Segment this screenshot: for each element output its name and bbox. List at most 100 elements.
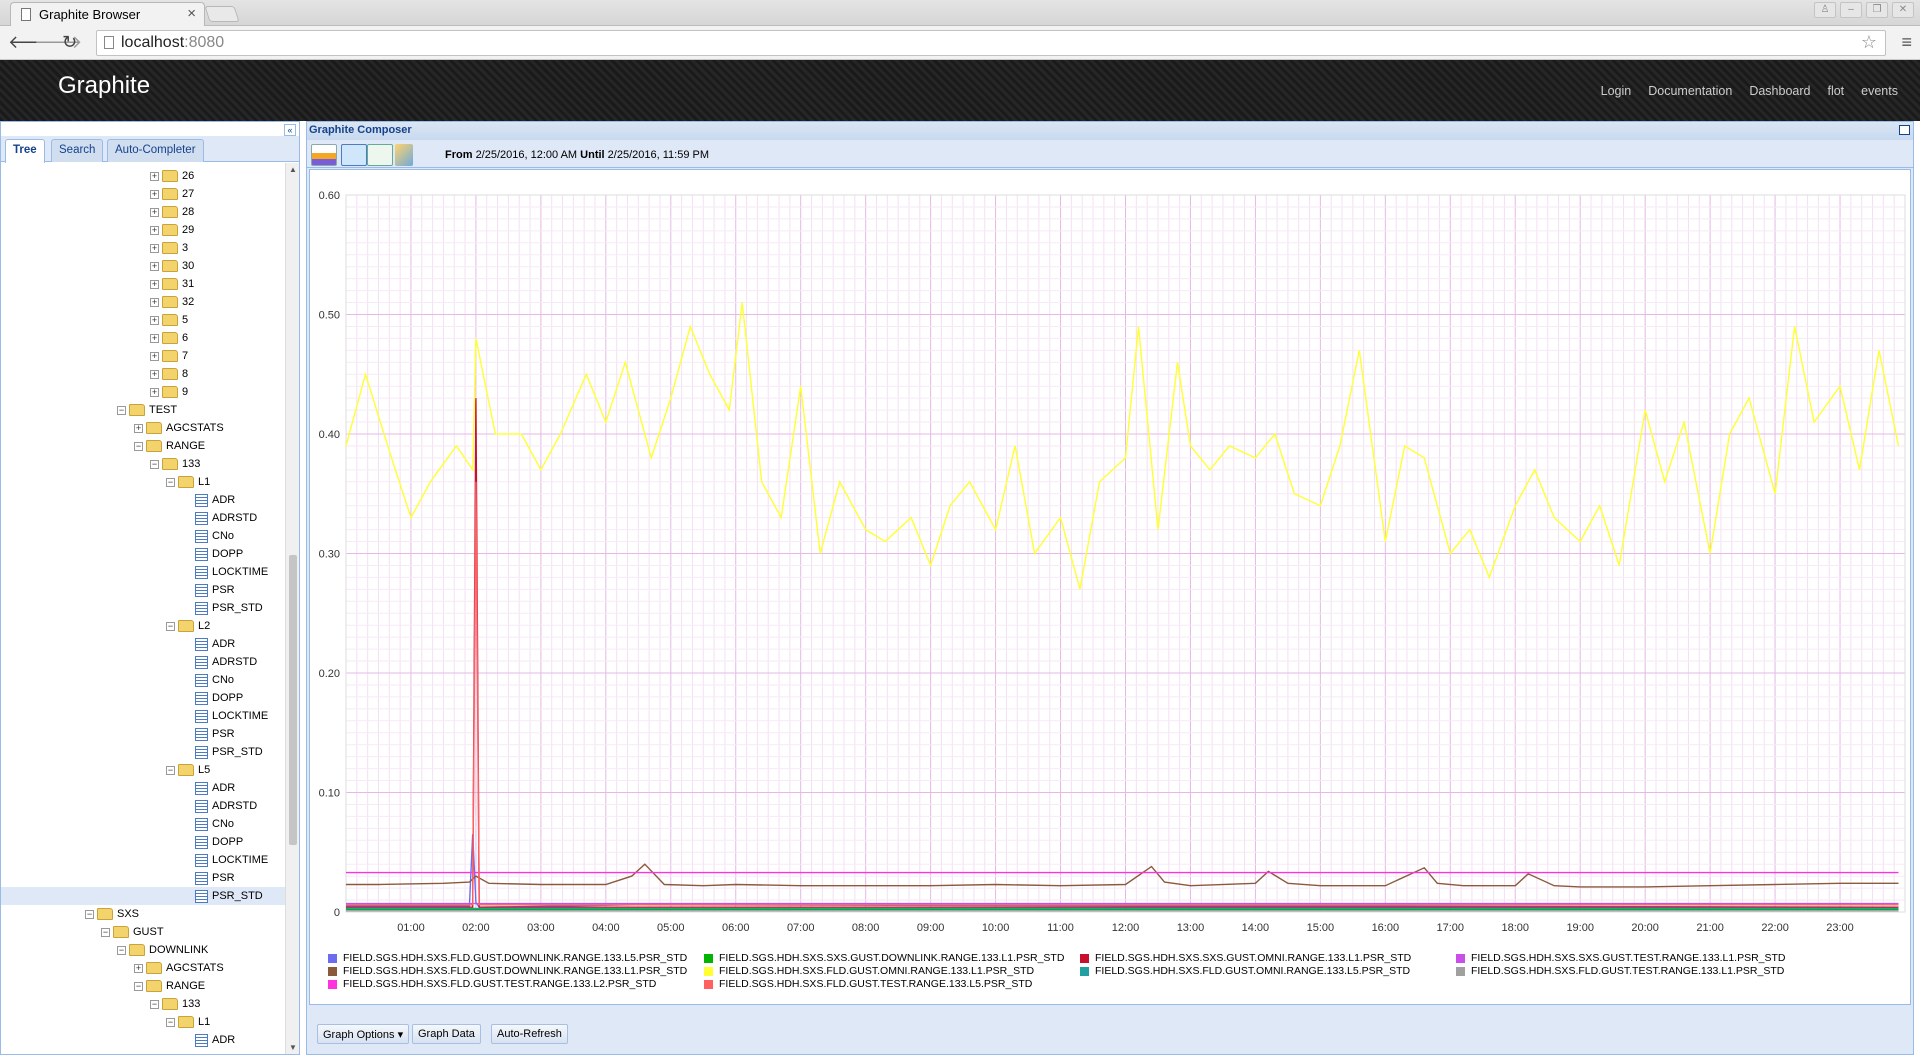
browser-toolbar: 🡐 🡒 ↻ localhost:8080 ☆ ≡ [0, 26, 1920, 60]
maximize-icon[interactable] [1899, 125, 1910, 135]
tree-node[interactable]: − SXS [85, 908, 140, 920]
tree-leaf[interactable]: LOCKTIME [195, 707, 268, 725]
back-icon[interactable]: 🡐 [8, 32, 57, 52]
reload-icon[interactable]: ↻ [62, 32, 78, 52]
graphite-header: Graphite Login Documentation Dashboard f… [0, 60, 1920, 121]
tree-leaf[interactable]: ADR [195, 635, 235, 653]
tree-node[interactable]: −133 [150, 998, 201, 1010]
legend-label: FIELD.SGS.HDH.SXS.SXS.GUST.TEST.RANGE.13… [1471, 952, 1786, 964]
nav-documentation[interactable]: Documentation [1648, 84, 1733, 98]
tree-leaf[interactable]: DOPP [195, 689, 243, 707]
tree-node[interactable]: +29 [150, 224, 195, 236]
tree-node[interactable]: +27 [150, 188, 195, 200]
scroll-up-icon[interactable]: ▲ [289, 165, 297, 174]
tree-leaf[interactable]: LOCKTIME [195, 563, 268, 581]
graph-image[interactable]: 0 0.10 0.20 0.30 0.40 0.50 0.60 01:00 02:00 03:00… [309, 169, 1911, 1005]
tree-node[interactable]: +3 [150, 242, 189, 254]
user-icon[interactable]: ♙ [1814, 2, 1836, 18]
x-tick-label: 04:00 [592, 922, 620, 934]
browser-menu-icon[interactable]: ≡ [1901, 32, 1912, 52]
forward-icon[interactable]: 🡒 [34, 32, 83, 52]
tree-leaf[interactable]: ADR [195, 779, 235, 797]
graph-url-icon[interactable] [395, 144, 413, 166]
tree-node[interactable]: − RANGE [134, 440, 206, 452]
bookmark-star-icon[interactable]: ☆ [1860, 32, 1877, 52]
scroll-down-icon[interactable]: ▼ [289, 1043, 297, 1052]
scroll-thumb[interactable] [289, 555, 297, 845]
clear-graph-icon[interactable] [367, 144, 393, 166]
tree-leaf[interactable]: ADRSTD [195, 653, 257, 671]
tree-leaf[interactable]: ADR [195, 1031, 235, 1049]
x-tick-label: 09:00 [917, 922, 945, 934]
series-line [346, 398, 1899, 908]
restore-icon[interactable]: ❐ [1866, 2, 1888, 18]
tree-leaf[interactable]: ADR [195, 491, 235, 509]
tree-node[interactable]: − TEST [117, 404, 178, 416]
tree-node[interactable]: − DOWNLINK [117, 944, 209, 956]
close-window-icon[interactable]: ✕ [1892, 2, 1914, 18]
composer-toolbar: From 2/25/2016, 12:00 AM Until 2/25/2016… [307, 141, 1913, 168]
tree-leaf[interactable]: DOPP [195, 833, 243, 851]
tab-tree[interactable]: Tree [5, 139, 45, 163]
address-bar[interactable]: localhost:8080 ☆ [96, 30, 1886, 56]
minimize-icon[interactable]: – [1840, 2, 1862, 18]
tree-node[interactable]: +31 [150, 278, 195, 290]
tree-leaf[interactable]: PSR_STD [195, 743, 263, 761]
x-tick-label: 10:00 [982, 922, 1010, 934]
tree-scrollbar[interactable]: ▲ ▼ [285, 163, 299, 1054]
tree-leaf[interactable]: ADRSTD [195, 797, 257, 815]
tree-leaf[interactable]: CNo [195, 527, 234, 545]
nav-login[interactable]: Login [1600, 84, 1632, 98]
nav-flot[interactable]: flot [1827, 84, 1845, 98]
tree-leaf[interactable]: PSR [195, 869, 235, 887]
tree-node[interactable]: − L2 [166, 620, 211, 632]
tree-leaf[interactable]: PSR [195, 581, 235, 599]
tab-search[interactable]: Search [51, 139, 104, 162]
tree-node[interactable]: +9 [150, 386, 189, 398]
tab-auto-completer[interactable]: Auto-Completer [107, 139, 204, 162]
tree-leaf[interactable]: PSR_STD [195, 599, 263, 617]
graph-options-button[interactable]: Graph Options ▾ [317, 1024, 410, 1044]
tree-leaf[interactable]: DOPP [195, 545, 243, 563]
browser-tab[interactable]: Graphite Browser × [10, 2, 205, 26]
tree-leaf[interactable]: PSR [195, 725, 235, 743]
tree-leaf[interactable]: CNo [195, 671, 234, 689]
tree-node[interactable]: − L1 [166, 1016, 211, 1028]
x-tick-label: 06:00 [722, 922, 750, 934]
tree-node[interactable]: +5 [150, 314, 189, 326]
tree-node[interactable]: +6 [150, 332, 189, 344]
tree-leaf[interactable]: LOCKTIME [195, 851, 268, 869]
tree-leaf[interactable]: CNo [195, 815, 234, 833]
tree-node[interactable]: − L5 [166, 764, 211, 776]
tree-leaf[interactable]: ADRSTD [195, 509, 257, 527]
graph-data-button[interactable]: Graph Data [412, 1024, 481, 1044]
select-date-range-icon[interactable] [311, 144, 337, 166]
tree-node[interactable]: − GUST [101, 926, 164, 938]
legend-label: FIELD.SGS.HDH.SXS.FLD.GUST.DOWNLINK.RANG… [343, 952, 688, 964]
tree-node[interactable]: + AGCSTATS [134, 962, 224, 974]
legend-entry: FIELD.SGS.HDH.SXS.FLD.GUST.DOWNLINK.RANG… [328, 965, 687, 977]
refresh-graph-icon[interactable] [341, 144, 367, 166]
auto-refresh-button[interactable]: Auto-Refresh [491, 1024, 568, 1044]
tree-node[interactable]: + AGCSTATS [134, 422, 224, 434]
tree-node[interactable]: +7 [150, 350, 189, 362]
nav-events[interactable]: events [1861, 84, 1898, 98]
new-tab-button[interactable] [204, 6, 240, 22]
tree-leaf-selected[interactable]: PSR_STD [1, 887, 285, 905]
tree-node[interactable]: +28 [150, 206, 195, 218]
tree-node[interactable]: −133 [150, 458, 201, 470]
legend-swatch [1080, 966, 1089, 976]
collapse-panel-icon[interactable]: « [284, 124, 296, 136]
tree-node[interactable]: +8 [150, 368, 189, 380]
tree-node[interactable]: − L1 [166, 476, 211, 488]
tree-node[interactable]: +32 [150, 296, 195, 308]
top-nav: Login Documentation Dashboard flot event… [1601, 84, 1898, 98]
x-tick-label: 05:00 [657, 922, 685, 934]
tree-node[interactable]: +30 [150, 260, 195, 272]
tree-node[interactable]: − RANGE [134, 980, 206, 992]
close-tab-icon[interactable]: × [187, 5, 196, 22]
y-tick-label: 0.60 [319, 190, 340, 202]
nav-dashboard[interactable]: Dashboard [1749, 84, 1811, 98]
y-tick-label: 0 [334, 907, 340, 919]
tree-node[interactable]: +26 [150, 170, 195, 182]
